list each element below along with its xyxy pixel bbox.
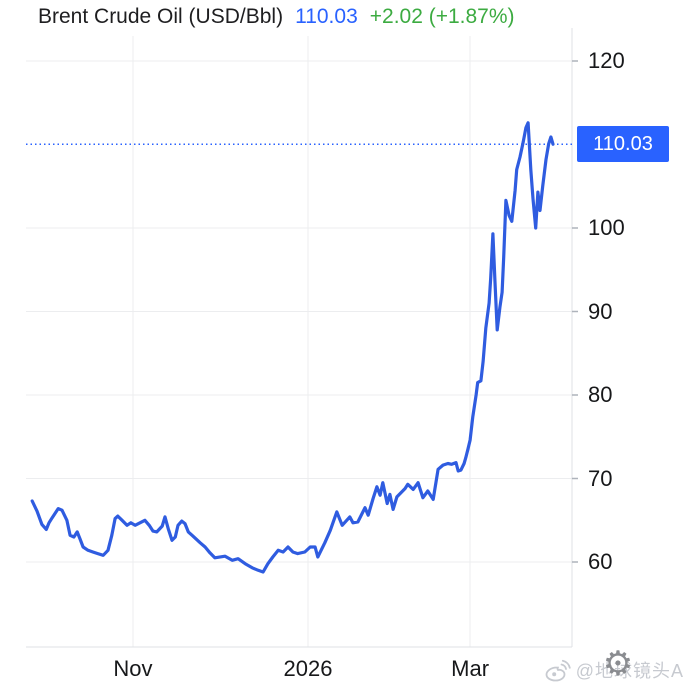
watermark-handle: @地球镜头A xyxy=(575,661,684,681)
chart-header: Brent Crude Oil (USD/Bbl) 110.03 +2.02 (… xyxy=(38,5,515,29)
price-line-series xyxy=(30,121,555,574)
watermark: @地球镜头A ⚙ xyxy=(545,647,684,683)
time-scale-label: Mar xyxy=(451,656,490,681)
price-scale-label: 100 xyxy=(588,215,625,240)
weibo-icon xyxy=(545,659,571,681)
price-scale-label: 60 xyxy=(588,549,613,574)
price-change: +2.02 (+1.87%) xyxy=(369,5,515,28)
price-scale-label: 120 xyxy=(588,48,625,73)
price-scale-label: 70 xyxy=(588,465,613,491)
time-scale-label: Nov xyxy=(113,656,153,681)
price-scale-label: 80 xyxy=(588,382,613,407)
gear-icon: ⚙ xyxy=(602,644,635,684)
price-scale-label: 90 xyxy=(588,298,613,324)
last-price-badge: 110.03 xyxy=(577,126,669,163)
time-scale-label: 2026 xyxy=(283,656,333,681)
instrument-title: Brent Crude Oil (USD/Bbl) xyxy=(38,5,284,28)
last-price-value: 110.03 xyxy=(295,5,358,28)
